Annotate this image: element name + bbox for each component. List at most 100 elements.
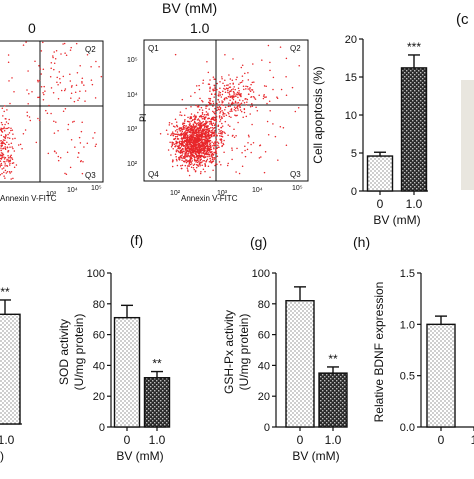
event-dot bbox=[13, 90, 15, 93]
event-dot bbox=[2, 147, 5, 150]
event-dot bbox=[207, 165, 210, 168]
event-dot bbox=[192, 166, 195, 169]
event-dot bbox=[185, 133, 187, 135]
event-dot bbox=[250, 143, 252, 146]
flow-plot-1: Q1 Q2 Q4 Q3 10⁵ 10⁴ 10³ 10² PI 10² 10³ 1… bbox=[127, 39, 309, 203]
event-dot bbox=[219, 130, 221, 132]
event-dot bbox=[220, 126, 222, 129]
event-dot bbox=[181, 157, 183, 160]
event-dot bbox=[198, 134, 201, 136]
event-dot bbox=[200, 152, 203, 154]
event-dot bbox=[190, 134, 193, 136]
event-dot bbox=[184, 144, 186, 147]
event-dot bbox=[5, 127, 7, 130]
event-dot bbox=[11, 146, 13, 148]
dose-label-1: 1.0 bbox=[190, 20, 210, 36]
event-dot bbox=[264, 96, 266, 98]
event-dot bbox=[210, 133, 213, 136]
event-dot bbox=[191, 149, 194, 152]
event-dot bbox=[4, 137, 7, 140]
event-dot bbox=[172, 147, 174, 150]
event-dot bbox=[176, 138, 179, 140]
event-dot bbox=[187, 139, 189, 141]
event-dot bbox=[199, 129, 201, 132]
event-dot bbox=[221, 93, 224, 96]
event-dot bbox=[190, 144, 193, 147]
event-dot bbox=[267, 133, 270, 136]
event-dot bbox=[220, 141, 223, 144]
event-dot bbox=[181, 151, 183, 153]
event-dot bbox=[10, 142, 13, 144]
event-dot bbox=[184, 164, 187, 167]
event-dot bbox=[54, 58, 57, 60]
event-dot bbox=[6, 165, 9, 167]
event-dot bbox=[216, 109, 218, 112]
event-dot bbox=[222, 82, 224, 85]
event-dot bbox=[198, 147, 201, 150]
event-dot bbox=[196, 163, 198, 166]
event-dot bbox=[238, 92, 240, 94]
event-dot bbox=[183, 157, 185, 159]
event-dot bbox=[213, 112, 216, 115]
event-dot bbox=[198, 108, 201, 111]
event-dot bbox=[13, 150, 16, 152]
event-dot bbox=[197, 106, 200, 108]
event-dot bbox=[207, 130, 210, 132]
partial-bar-chart: ** 1.0) bbox=[0, 285, 22, 463]
bar bbox=[285, 300, 315, 428]
event-dot bbox=[201, 164, 203, 166]
event-dot bbox=[200, 125, 202, 127]
event-dot bbox=[195, 123, 198, 126]
event-dot bbox=[206, 104, 209, 107]
event-dot bbox=[232, 98, 235, 101]
event-dot bbox=[9, 172, 11, 174]
event-dot bbox=[232, 88, 234, 90]
event-dot bbox=[209, 142, 212, 144]
event-dot bbox=[189, 155, 192, 157]
event-dot bbox=[3, 175, 5, 177]
event-dot bbox=[81, 81, 83, 83]
event-dot bbox=[245, 85, 247, 88]
y-tick-label: 80 bbox=[93, 299, 105, 311]
event-dot bbox=[69, 166, 72, 169]
event-dot bbox=[171, 165, 174, 168]
event-dot bbox=[2, 136, 5, 138]
event-dot bbox=[4, 147, 7, 150]
event-dot bbox=[8, 127, 10, 129]
event-dot bbox=[189, 163, 192, 166]
event-dot bbox=[219, 111, 222, 113]
event-dot bbox=[228, 94, 231, 96]
event-dot bbox=[197, 111, 199, 114]
event-dot bbox=[177, 150, 180, 153]
event-dot bbox=[80, 130, 83, 133]
event-dot bbox=[266, 120, 269, 123]
event-dot bbox=[197, 118, 200, 120]
event-dot bbox=[247, 79, 250, 81]
event-dot bbox=[191, 129, 194, 131]
event-dot bbox=[200, 138, 202, 141]
event-dot bbox=[70, 46, 72, 49]
event-dot bbox=[171, 141, 174, 144]
event-dot bbox=[11, 158, 14, 161]
event-dot bbox=[188, 164, 190, 166]
event-dot bbox=[280, 88, 283, 91]
event-dot bbox=[26, 114, 29, 117]
event-dot bbox=[197, 149, 199, 152]
event-dot bbox=[177, 149, 179, 152]
event-dot bbox=[204, 162, 206, 165]
event-dot bbox=[189, 159, 191, 162]
event-dot bbox=[199, 97, 201, 100]
event-dot bbox=[205, 116, 207, 118]
event-dot bbox=[202, 168, 205, 170]
event-dot bbox=[194, 151, 197, 153]
event-dot bbox=[205, 113, 208, 116]
event-dot bbox=[42, 41, 44, 44]
event-dot bbox=[236, 102, 238, 104]
event-dot bbox=[202, 120, 204, 123]
event-dot bbox=[14, 137, 16, 140]
flow-plot-0-frame bbox=[0, 40, 104, 183]
x-tick-label: 10⁵ bbox=[292, 185, 303, 192]
event-dot bbox=[227, 134, 229, 136]
event-dot bbox=[53, 62, 56, 65]
event-dot bbox=[74, 91, 77, 94]
